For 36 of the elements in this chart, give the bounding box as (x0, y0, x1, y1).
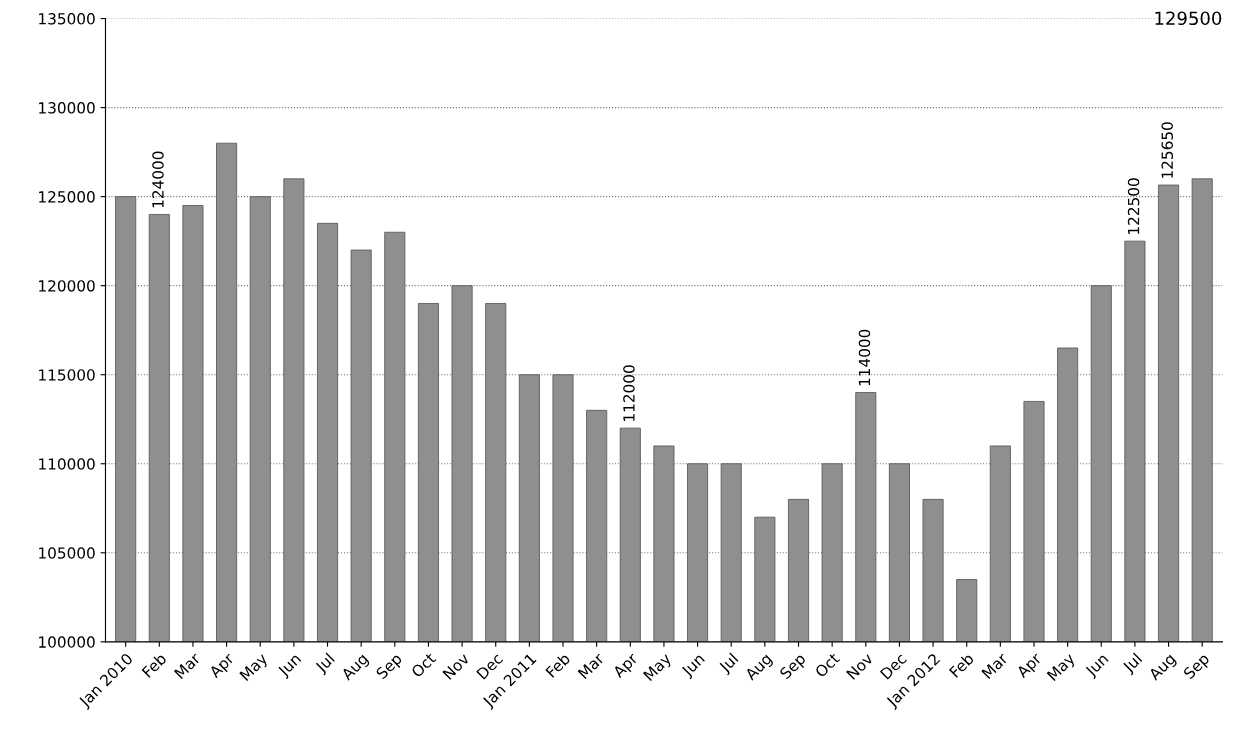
data-label: 114000 (858, 329, 871, 386)
x-tick-label: Dec (476, 652, 504, 680)
x-tick-label: Jun (680, 652, 708, 680)
x-tick-label: Sep (779, 652, 809, 682)
x-tick-label: Feb (141, 652, 168, 678)
x-tick-label: Feb (544, 652, 571, 678)
y-tick-label: 130000 (39, 102, 95, 114)
y-tick-label: 115000 (39, 369, 95, 381)
x-tick-label: Jul (1121, 652, 1145, 676)
data-label: 124000 (152, 151, 164, 208)
annotation: 129500 (1155, 11, 1222, 26)
y-tick-label: 105000 (39, 547, 95, 559)
x-tick-label: Jul (717, 652, 741, 676)
x-tick-label: Apr (1015, 651, 1045, 681)
y-tick-label: 135000 (39, 13, 95, 25)
x-tick-label: Jun (276, 652, 304, 680)
x-tick-label: Feb (948, 652, 975, 678)
x-tick-label: Sep (1182, 652, 1213, 682)
x-tick-label: Oct (814, 652, 841, 678)
y-tick-label: 110000 (39, 458, 95, 470)
x-tick-label: Jun (1084, 652, 1111, 680)
x-tick-label: Oct (410, 652, 437, 678)
x-tick-label: Dec (879, 652, 908, 680)
x-tick-label: Jul (313, 652, 337, 676)
x-tick-label: Apr (612, 651, 641, 681)
x-tick-label: Sep (375, 652, 405, 682)
y-tick-label: 125000 (39, 191, 95, 203)
data-label: 112000 (623, 365, 635, 421)
x-tick-label: Mar (577, 651, 606, 680)
y-tick-label: 120000 (39, 280, 95, 292)
x-tick-label: Mar (173, 651, 202, 680)
x-tick-label: Apr (208, 651, 238, 681)
x-tick-label: Mar (981, 651, 1009, 680)
y-tick-label: 100000 (39, 636, 95, 648)
data-label: 122500 (1127, 178, 1140, 234)
data-label: 125650 (1161, 122, 1173, 178)
